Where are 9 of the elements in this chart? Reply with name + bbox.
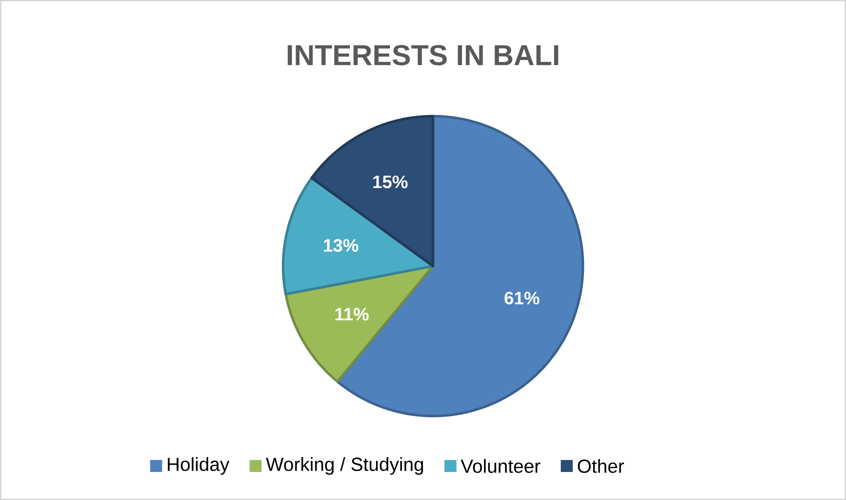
data-label: 11%: [335, 308, 369, 320]
data-label: 13%: [324, 239, 358, 252]
chart-title: INTERESTS IN BALI: [288, 44, 558, 66]
data-label: 15%: [373, 176, 408, 188]
legend-label: Other: [578, 458, 624, 473]
legend-label: Working / Studying: [266, 457, 423, 475]
legend-label: Volunteer: [460, 458, 540, 473]
data-label: 61%: [504, 292, 540, 304]
legend-label: Holiday: [168, 457, 230, 475]
